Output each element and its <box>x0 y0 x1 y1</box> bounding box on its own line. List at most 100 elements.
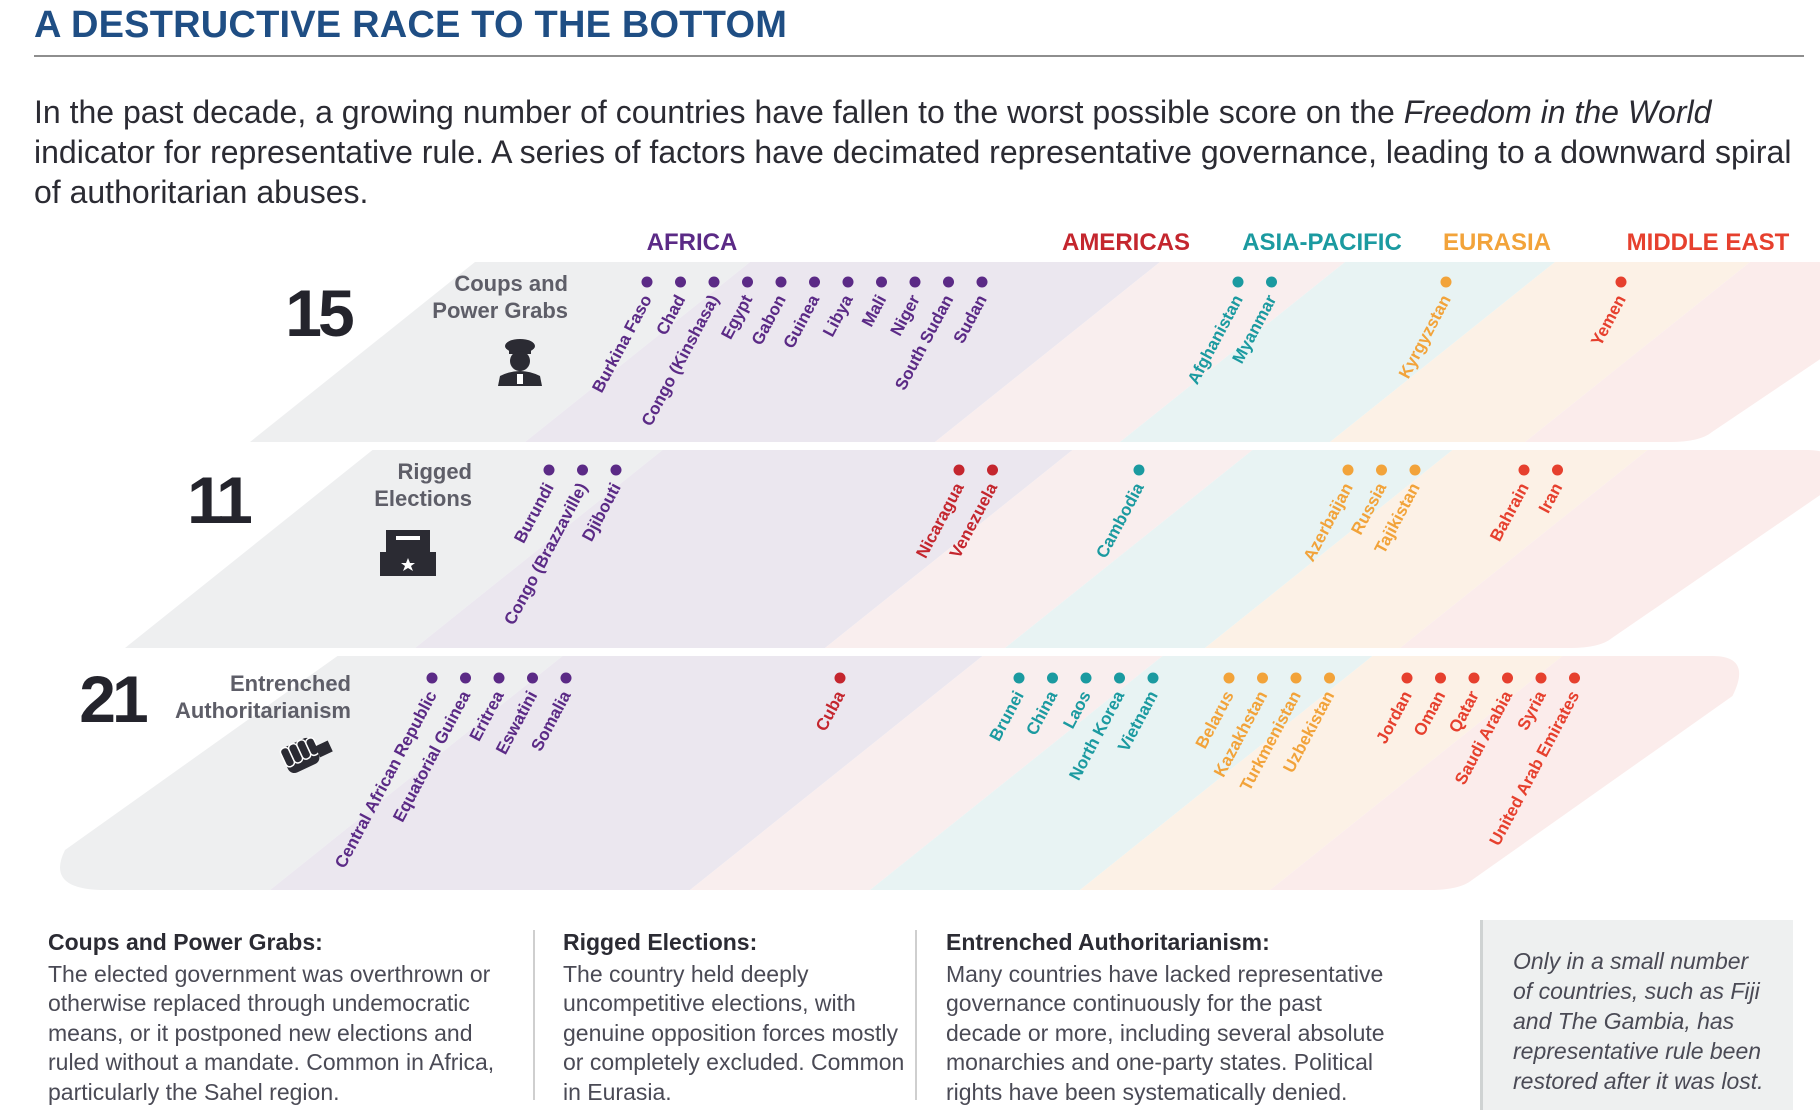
country-dot <box>1114 672 1125 684</box>
country-dot <box>1535 672 1547 684</box>
region-label-africa: AFRICA <box>647 229 738 256</box>
band-segment <box>1120 262 1555 442</box>
country-dot <box>1342 464 1354 476</box>
country-dot <box>527 672 538 684</box>
country-dot <box>834 672 846 684</box>
row-category-label: Entrenched <box>230 671 351 696</box>
restoration-note: Only in a small number of countries, suc… <box>1480 920 1793 1110</box>
country-dot <box>953 464 965 476</box>
band-segment <box>250 262 750 442</box>
country-dot <box>1401 672 1413 684</box>
country-dot <box>1290 672 1302 684</box>
row-count: 11 <box>187 463 251 537</box>
country-dot <box>1266 276 1277 288</box>
row-category-label: Authoritarianism <box>175 698 351 723</box>
country-dot <box>1502 672 1513 684</box>
country-dot <box>1147 672 1159 684</box>
band-segment <box>1525 262 1820 442</box>
band-segment <box>525 262 1160 442</box>
country-dot <box>1324 672 1335 684</box>
country-dot <box>1569 672 1580 684</box>
country-dot <box>842 276 854 288</box>
country-dot <box>1552 464 1563 476</box>
country-dot <box>493 672 505 684</box>
band-segment <box>1270 656 1740 890</box>
country-dot <box>1440 276 1452 288</box>
row-category-label: Power Grabs <box>432 298 568 323</box>
region-label-middle-east: MIDDLE EAST <box>1627 229 1790 256</box>
country-dot <box>909 276 921 288</box>
country-dot <box>1047 672 1058 684</box>
band-segment <box>1080 656 1563 890</box>
country-dot <box>1223 672 1235 684</box>
country-dot <box>742 276 753 288</box>
country-dot <box>987 464 998 476</box>
legend-divider <box>915 930 917 1100</box>
category-diagram: AFRICA AMERICAS ASIA-PACIFIC EURASIA MIDDLE … <box>60 229 1820 890</box>
legend-rigged: Rigged Elections: The country held deepl… <box>563 928 908 1107</box>
row-count: 21 <box>79 662 147 736</box>
title-divider <box>34 55 1804 57</box>
country-dot <box>1409 464 1421 476</box>
restoration-note-text: Only in a small number of countries, suc… <box>1513 948 1764 1094</box>
region-label-asia-pacific: ASIA-PACIFIC <box>1242 229 1402 256</box>
country-dot <box>641 276 653 288</box>
legend-divider <box>533 930 535 1100</box>
country-dot <box>1013 672 1025 684</box>
legend-coups-text: The elected government was overthrown or… <box>48 960 495 1105</box>
country-dot <box>460 672 471 684</box>
band-segment <box>1005 450 1453 648</box>
country-dot <box>1232 276 1244 288</box>
legend-entrenched-text: Many countries have lacked representativ… <box>946 960 1385 1105</box>
country-dot <box>1080 672 1092 684</box>
band-segment <box>1330 262 1750 442</box>
legend-coups-heading: Coups and Power Grabs: <box>48 929 323 955</box>
country-dot <box>708 276 720 288</box>
intro-publication-title: Freedom in the World <box>1403 94 1712 130</box>
band-segment <box>415 450 1073 648</box>
country-dot <box>577 464 588 476</box>
row-category-label: Rigged <box>397 459 472 484</box>
country-dot <box>1468 672 1480 684</box>
country-dot <box>1257 672 1268 684</box>
region-label-americas: AMERICAS <box>1062 229 1190 256</box>
band-segment <box>1205 450 1648 648</box>
legend-entrenched: Entrenched Authoritarianism: Many countr… <box>946 928 1396 1107</box>
intro-paragraph: In the past decade, a growing number of … <box>34 92 1804 212</box>
country-dot <box>976 276 988 288</box>
country-dot <box>1376 464 1387 476</box>
legend-rigged-text: The country held deeply uncompetitive el… <box>563 960 905 1105</box>
intro-text-start: In the past decade, a growing number of … <box>34 94 1404 130</box>
band-segment <box>825 450 1253 648</box>
intro-text-end: indicator for representative rule. A ser… <box>34 134 1792 210</box>
row-category-label: Coups and <box>454 271 568 296</box>
ballot-box-icon <box>380 530 436 576</box>
country-dot <box>675 276 686 288</box>
region-label-eurasia: EURASIA <box>1443 229 1551 256</box>
country-dot <box>943 276 954 288</box>
military-officer-icon <box>498 339 542 386</box>
clenched-fist-icon <box>279 737 333 774</box>
country-dot <box>1615 276 1627 288</box>
band-segment <box>1400 450 1820 648</box>
country-dot <box>1435 672 1446 684</box>
country-dot <box>876 276 887 288</box>
band-segment <box>935 262 1345 442</box>
band-segment <box>270 656 983 890</box>
country-dot <box>426 672 438 684</box>
row-count: 15 <box>285 276 353 350</box>
legend-coups: Coups and Power Grabs: The elected gover… <box>48 928 528 1107</box>
legend-rigged-heading: Rigged Elections: <box>563 929 758 955</box>
country-dot <box>1518 464 1530 476</box>
band-segment <box>870 656 1373 890</box>
row-category-label: Elections <box>374 486 472 511</box>
country-dot <box>809 276 820 288</box>
country-dot <box>610 464 622 476</box>
legend-entrenched-heading: Entrenched Authoritarianism: <box>946 929 1270 955</box>
country-dot <box>543 464 555 476</box>
band-segment <box>690 656 1163 890</box>
country-dot <box>775 276 787 288</box>
country-dot <box>560 672 572 684</box>
country-dot <box>1133 464 1145 476</box>
